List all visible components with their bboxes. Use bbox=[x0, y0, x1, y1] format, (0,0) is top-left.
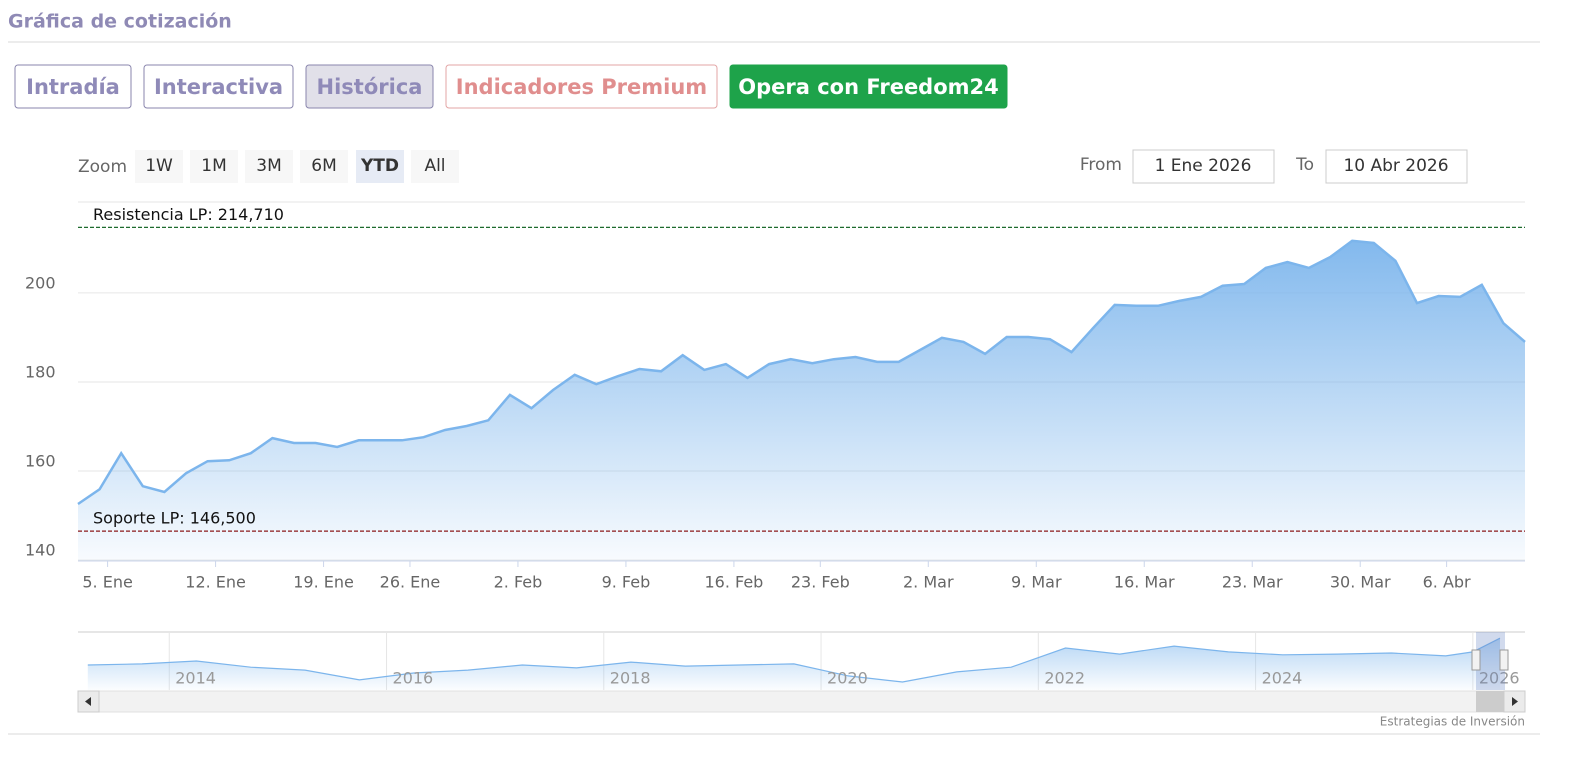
to-label: To bbox=[1295, 155, 1314, 175]
x-tick-label: 30. Mar bbox=[1330, 573, 1391, 592]
scrollbar-arrow-icon bbox=[1512, 697, 1518, 706]
tab[interactable] bbox=[14, 64, 132, 109]
navigator-tick-label: 2020 bbox=[827, 669, 868, 688]
zoom-button-label: 6M bbox=[311, 156, 336, 176]
x-tick-label: 16. Feb bbox=[704, 573, 763, 592]
zoom-button-label: 3M bbox=[256, 156, 281, 176]
reference-label: Soporte LP: 146,500 bbox=[93, 509, 256, 528]
scrollbar-track bbox=[77, 690, 1526, 713]
x-tick-label: 19. Ene bbox=[293, 573, 354, 592]
zoom-label: Zoom bbox=[78, 157, 127, 177]
navigator-line bbox=[87, 637, 1501, 683]
x-tick-label: 16. Mar bbox=[1114, 573, 1175, 592]
reference-label: Resistencia LP: 214,710 bbox=[93, 205, 284, 224]
tab-label: Histórica bbox=[317, 75, 423, 99]
navigator-handle[interactable] bbox=[1471, 649, 1481, 671]
tab-label: Opera con Freedom24 bbox=[738, 75, 999, 99]
y-tick-label: 140 bbox=[25, 541, 56, 560]
price-line bbox=[77, 239, 1526, 506]
zoom-button-label: All bbox=[424, 156, 445, 176]
zoom-button-label: 1W bbox=[145, 156, 173, 176]
y-tick-label: 200 bbox=[25, 273, 56, 292]
zoom-button[interactable] bbox=[190, 150, 238, 183]
zoom-button[interactable] bbox=[245, 150, 293, 183]
navigator-tick-label: 2014 bbox=[175, 669, 216, 688]
from-label: From bbox=[1080, 155, 1122, 175]
from-input[interactable] bbox=[1132, 149, 1275, 184]
y-tick-label: 160 bbox=[25, 452, 56, 471]
x-tick-label: 2. Mar bbox=[903, 573, 954, 592]
tab[interactable] bbox=[445, 64, 718, 109]
to-input[interactable] bbox=[1325, 149, 1468, 184]
from-value: 1 Ene 2026 bbox=[1155, 156, 1252, 176]
navigator-tick-label: 2024 bbox=[1262, 669, 1303, 688]
tab-label: Indicadores Premium bbox=[456, 75, 707, 99]
x-tick-label: 23. Feb bbox=[791, 573, 850, 592]
x-tick-label: 9. Mar bbox=[1011, 573, 1062, 592]
x-tick-label: 9. Feb bbox=[602, 573, 651, 592]
x-tick-label: 12. Ene bbox=[185, 573, 246, 592]
zoom-button[interactable] bbox=[411, 150, 459, 183]
area bbox=[78, 240, 1525, 562]
tab[interactable] bbox=[143, 64, 294, 109]
scrollbar-arrow-icon bbox=[85, 697, 91, 706]
y-tick-label: 180 bbox=[25, 362, 56, 381]
zoom-button[interactable] bbox=[356, 150, 404, 183]
tab[interactable] bbox=[305, 64, 434, 109]
scrollbar-thumb[interactable] bbox=[1476, 691, 1504, 712]
header-title: Gráfica de cotización bbox=[8, 11, 232, 33]
credits: Estrategias de Inversión bbox=[1380, 715, 1525, 729]
navigator-tick-label: 2018 bbox=[610, 669, 651, 688]
navigator-handle[interactable] bbox=[1499, 649, 1509, 671]
x-tick-label: 6. Abr bbox=[1423, 573, 1471, 592]
x-tick-label: 26. Ene bbox=[380, 573, 441, 592]
zoom-button-label: YTD bbox=[360, 156, 399, 176]
navigator-tick-label: 2016 bbox=[393, 669, 434, 688]
tab-label: Interactiva bbox=[154, 75, 283, 99]
zoom-button[interactable] bbox=[135, 150, 183, 183]
navigator-tick-label: 2026 bbox=[1479, 669, 1520, 688]
to-value: 10 Abr 2026 bbox=[1343, 156, 1448, 176]
x-tick-label: 23. Mar bbox=[1222, 573, 1283, 592]
zoom-button-label: 1M bbox=[201, 156, 226, 176]
x-tick-label: 5. Ene bbox=[82, 573, 132, 592]
tab-label: Intradía bbox=[26, 75, 120, 99]
zoom-button[interactable] bbox=[300, 150, 348, 183]
tab[interactable] bbox=[729, 64, 1008, 109]
x-tick-label: 2. Feb bbox=[494, 573, 543, 592]
navigator-tick-label: 2022 bbox=[1044, 669, 1085, 688]
